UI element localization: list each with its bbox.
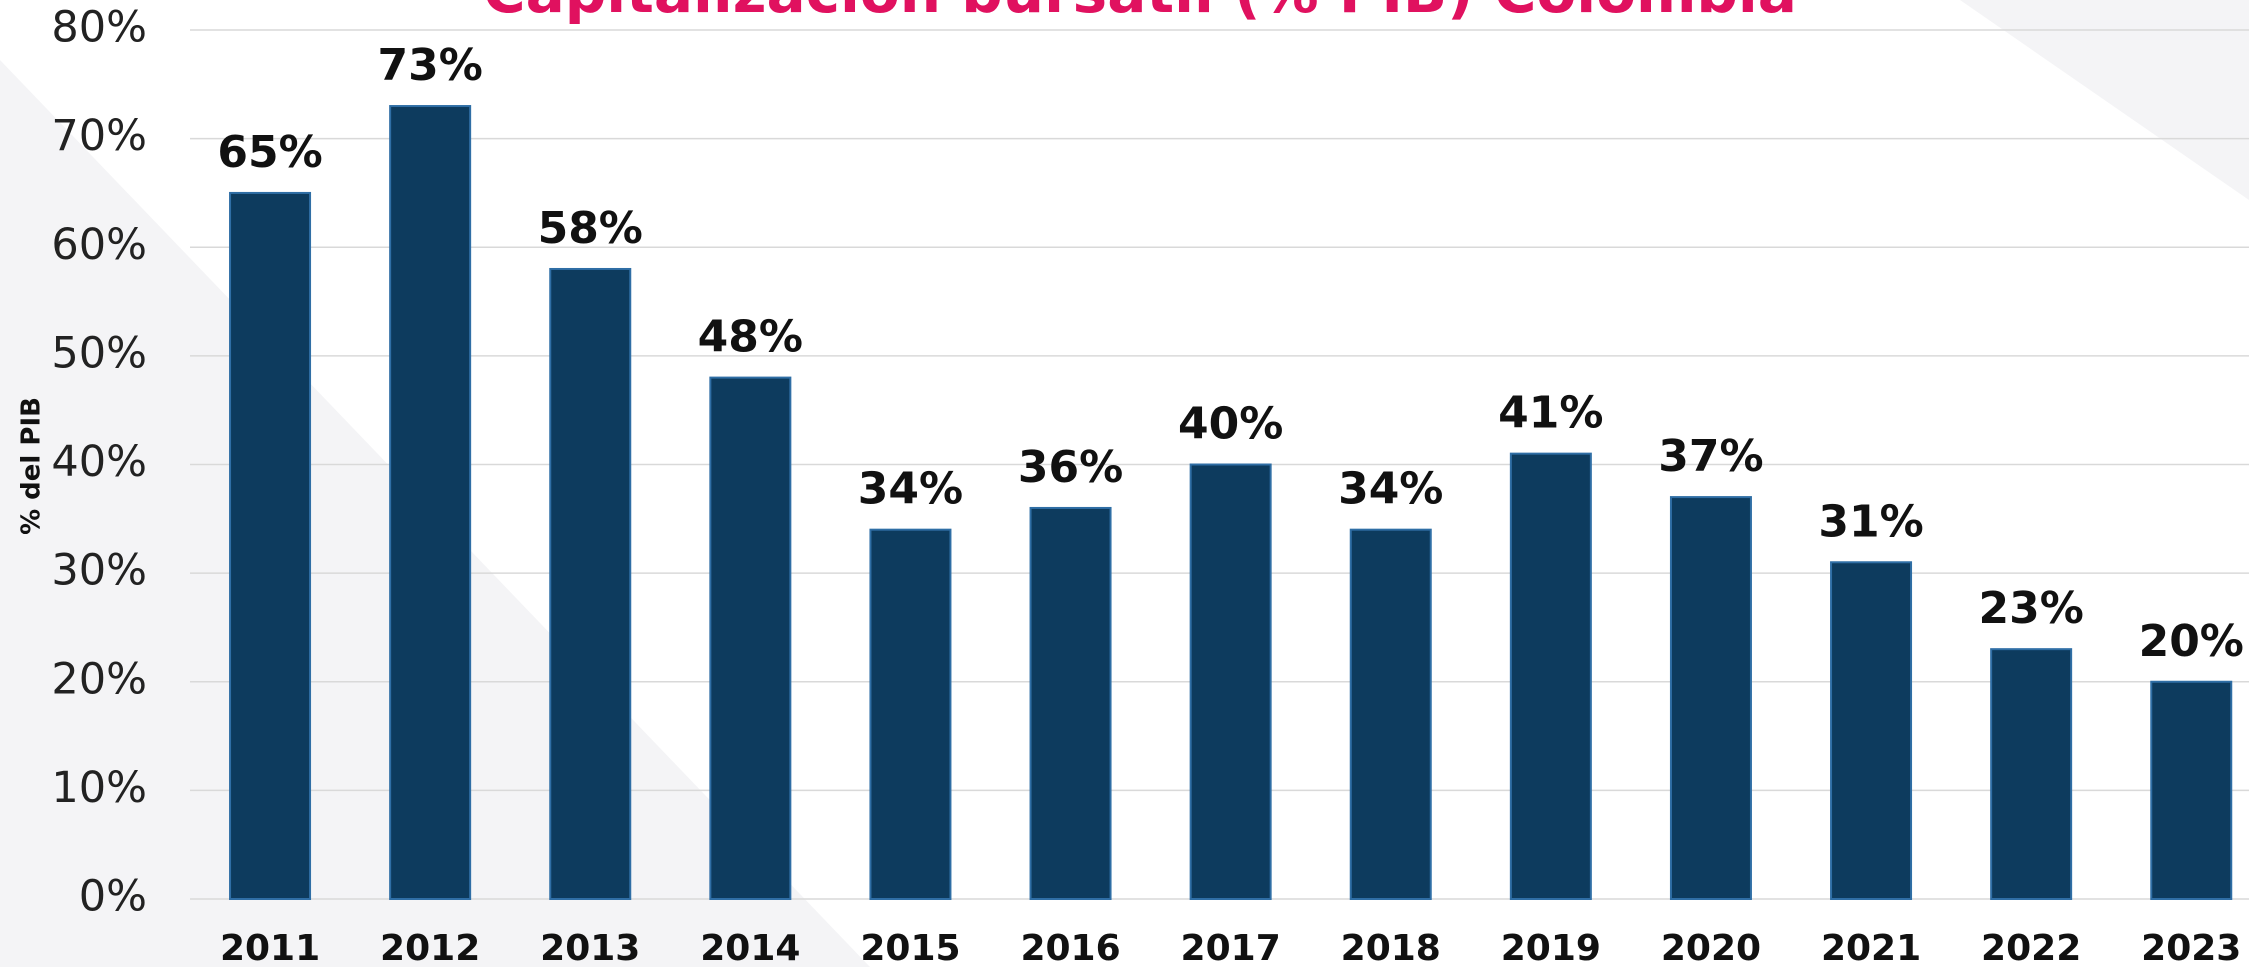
data-label: 73% — [377, 40, 482, 91]
bar — [1669, 496, 1752, 900]
data-label: 40% — [1178, 399, 1283, 450]
bar — [1029, 506, 1112, 900]
y-tick-label: 10% — [51, 763, 147, 813]
y-axis-label: % del PIB — [17, 397, 47, 535]
bar — [2150, 680, 2233, 900]
x-tick-label: 2012 — [380, 928, 480, 967]
bar — [1349, 528, 1432, 900]
x-tick-label: 2021 — [1821, 928, 1921, 967]
y-tick-label: 50% — [51, 328, 147, 378]
bar — [389, 105, 472, 901]
bar — [1830, 561, 1913, 900]
x-tick-label: 2016 — [1020, 928, 1120, 967]
x-tick-label: 2020 — [1661, 928, 1761, 967]
bar — [549, 267, 632, 901]
x-tick-label: 2014 — [700, 928, 800, 967]
bar — [229, 191, 312, 900]
data-label: 36% — [1018, 442, 1123, 493]
y-tick-label: 80% — [51, 3, 147, 53]
data-label: 48% — [698, 312, 803, 363]
bar — [1189, 463, 1272, 900]
y-tick-label: 70% — [51, 111, 147, 161]
y-tick-label: 0% — [79, 872, 147, 922]
background-shape — [1960, 0, 2249, 200]
data-label: 34% — [858, 464, 963, 515]
data-label: 37% — [1658, 431, 1763, 482]
chart-title: Capitalización bursátil (% PIB) Colombia — [483, 0, 1797, 26]
bar — [1509, 452, 1592, 900]
x-tick-label: 2018 — [1341, 928, 1441, 967]
bar — [1990, 648, 2073, 900]
x-tick-label: 2013 — [540, 928, 640, 967]
y-tick-label: 20% — [51, 654, 147, 704]
data-label: 31% — [1818, 496, 1923, 547]
x-tick-label: 2015 — [860, 928, 960, 967]
x-tick-label: 2017 — [1181, 928, 1281, 967]
data-label: 34% — [1338, 464, 1443, 515]
x-tick-label: 2022 — [1981, 928, 2081, 967]
y-tick-label: 40% — [51, 437, 147, 487]
y-tick-label: 60% — [51, 220, 147, 270]
data-label: 65% — [217, 127, 322, 178]
data-label: 58% — [538, 203, 643, 254]
bar — [869, 528, 952, 900]
data-label: 41% — [1498, 388, 1603, 439]
data-label: 23% — [1978, 583, 2083, 634]
data-label: 20% — [2139, 616, 2244, 667]
x-tick-label: 2011 — [220, 928, 320, 967]
x-tick-label: 2023 — [2141, 928, 2241, 967]
x-tick-label: 2019 — [1501, 928, 1601, 967]
bar — [709, 376, 792, 901]
y-tick-label: 30% — [51, 546, 147, 596]
